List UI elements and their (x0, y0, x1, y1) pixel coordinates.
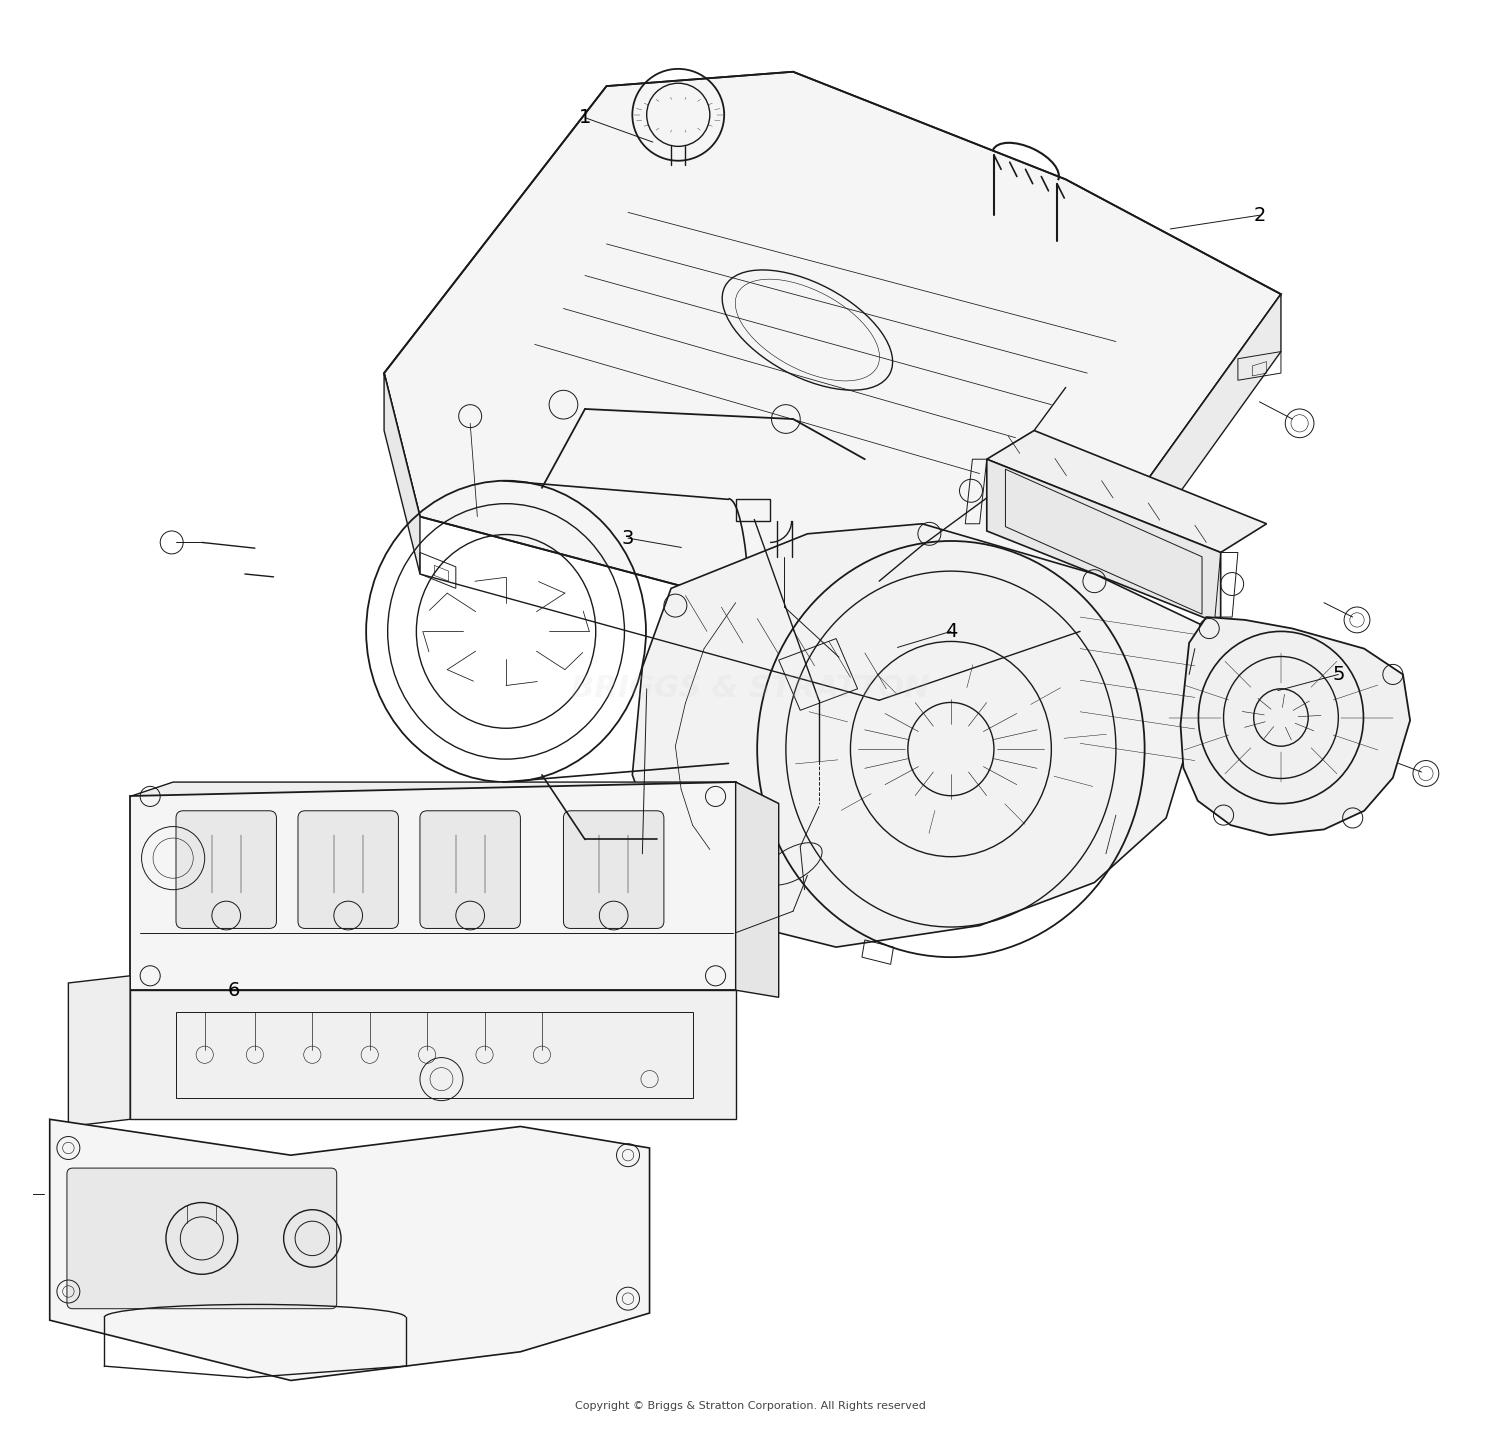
Polygon shape (130, 990, 735, 1119)
Polygon shape (987, 459, 1221, 624)
Polygon shape (69, 976, 130, 1126)
FancyBboxPatch shape (68, 1168, 336, 1309)
Text: 2: 2 (1252, 205, 1266, 225)
FancyBboxPatch shape (298, 811, 399, 928)
Text: 4: 4 (945, 621, 957, 641)
Polygon shape (735, 782, 778, 997)
Polygon shape (50, 1119, 650, 1380)
Polygon shape (130, 782, 735, 990)
Text: 1: 1 (579, 108, 591, 128)
Text: 5: 5 (1332, 664, 1344, 684)
Text: Copyright © Briggs & Stratton Corporation. All Rights reserved: Copyright © Briggs & Stratton Corporatio… (574, 1402, 926, 1411)
Polygon shape (384, 72, 1281, 639)
Text: 6: 6 (226, 980, 240, 1000)
Text: 3: 3 (622, 528, 634, 548)
Text: BRIGGS & STRATTON: BRIGGS & STRATTON (570, 674, 930, 703)
Polygon shape (1180, 617, 1410, 835)
Polygon shape (633, 524, 1209, 947)
Polygon shape (384, 373, 420, 574)
FancyBboxPatch shape (564, 811, 664, 928)
Polygon shape (987, 430, 1266, 552)
FancyBboxPatch shape (176, 811, 276, 928)
Polygon shape (130, 782, 779, 815)
Polygon shape (1080, 294, 1281, 631)
FancyBboxPatch shape (420, 811, 520, 928)
